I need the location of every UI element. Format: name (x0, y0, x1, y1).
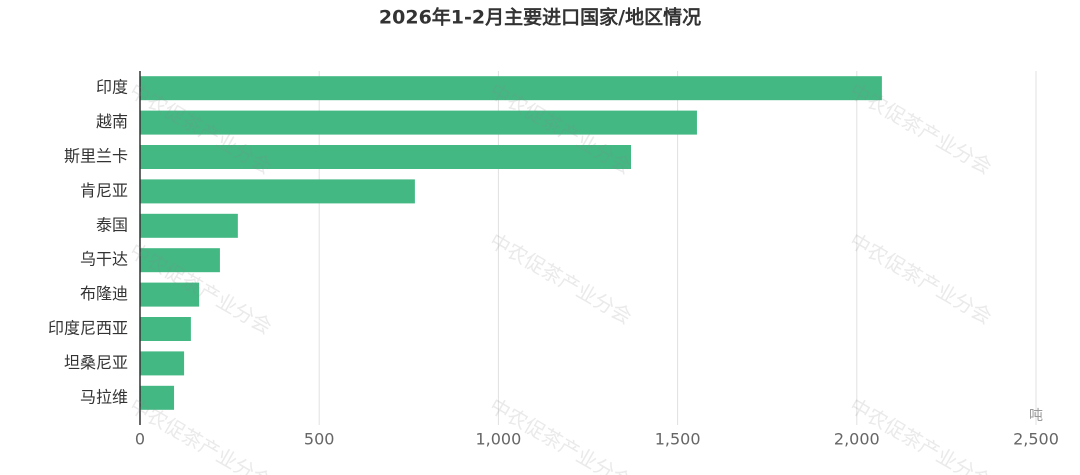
bar (140, 282, 200, 307)
watermark: 中农促茶产业分会 (125, 393, 276, 475)
bar (140, 351, 185, 376)
bar (140, 76, 882, 101)
y-tick-label: 印度尼西亚 (48, 319, 128, 338)
y-tick-label: 乌干达 (80, 250, 128, 269)
bar (140, 145, 632, 169)
bar (140, 110, 697, 135)
x-tick-label: 2,500 (1013, 430, 1059, 449)
x-tick-label: 1,000 (475, 430, 521, 449)
x-tick-label: 2,000 (834, 430, 880, 449)
y-tick-label: 坦桑尼亚 (64, 353, 128, 372)
y-tick-label: 斯里兰卡 (64, 147, 128, 166)
bar (140, 213, 238, 238)
y-tick-label: 越南 (96, 112, 128, 131)
y-tick-label: 马拉维 (80, 387, 128, 406)
bar (140, 179, 415, 204)
y-tick-label: 泰国 (96, 215, 128, 234)
x-tick-label: 500 (304, 430, 335, 449)
y-tick-label: 印度 (96, 78, 128, 97)
bar (140, 385, 175, 410)
y-tick-label: 布隆迪 (80, 284, 128, 303)
watermark: 中农促茶产业分会 (485, 228, 636, 329)
x-unit: 吨 (1029, 408, 1043, 424)
bar (140, 317, 191, 341)
watermark: 中农促茶产业分会 (845, 78, 996, 179)
bar (140, 248, 220, 273)
watermark: 中农促茶产业分会 (845, 228, 996, 329)
chart-title: 2026年1-2月主要进口国家/地区情况 (379, 6, 701, 29)
x-tick-label: 0 (135, 430, 145, 449)
y-tick-label: 肯尼亚 (80, 181, 128, 200)
x-tick-label: 1,500 (655, 430, 701, 449)
